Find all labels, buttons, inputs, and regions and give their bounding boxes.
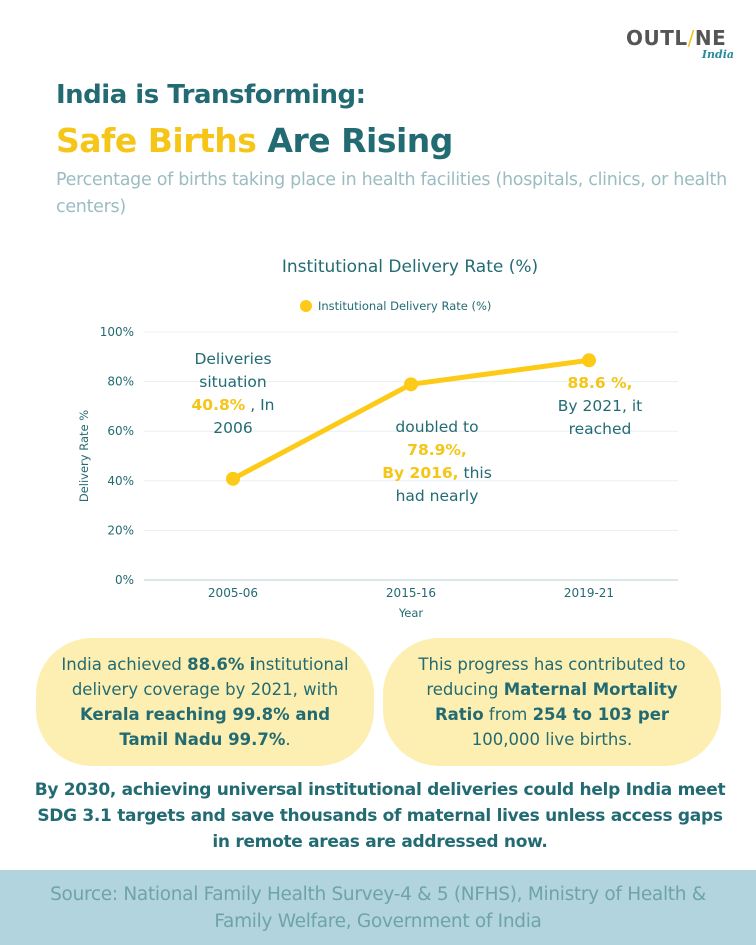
legend-marker [300, 300, 312, 312]
data-point[interactable] [404, 377, 418, 392]
y-tick-label: 100% [100, 325, 134, 339]
annotation-text: 2006 [213, 419, 253, 437]
fact-text: This progress has contributed to reducin… [418, 655, 686, 699]
fact-highlight: Kerala reaching 99.8% and Tamil Nadu 99.… [79, 705, 331, 749]
fact-text: . [285, 730, 291, 749]
fact-card-text: This progress has contributed to reducin… [401, 652, 703, 752]
annotation-value: 40.8% [191, 396, 246, 414]
x-tick-label: 2015-16 [386, 586, 436, 600]
y-tick-label: 20% [107, 523, 134, 537]
fact-text: nstitutional delivery coverage by 2021, … [71, 655, 349, 699]
annotation-text: By 2016, this [362, 462, 512, 485]
y-tick-label: 80% [107, 375, 134, 389]
y-axis-ticks: 0% 20% 40% 60% 80% 100% [100, 325, 134, 587]
annotation-2016: doubled to 78.9%, By 2016, this had near… [362, 416, 512, 508]
fact-card-text: India achieved 88.6% institutional deliv… [54, 652, 356, 752]
chart-legend[interactable]: Institutional Delivery Rate (%) [300, 299, 491, 313]
y-tick-label: 40% [107, 474, 134, 488]
x-axis-ticks: 2005-06 2015-16 2019-21 [208, 586, 614, 600]
page-subtitle: Percentage of births taking place in hea… [56, 170, 727, 217]
annotation-text: reached [568, 420, 632, 438]
closing-statement: By 2030, achieving universal institution… [34, 780, 726, 852]
fact-highlight: 254 to 103 per [532, 705, 670, 724]
series-line [226, 353, 596, 486]
fact-text: 100,000 live births. [471, 730, 633, 749]
title-highlight: Safe Births [56, 121, 257, 160]
fact-highlight: i [249, 655, 256, 674]
outline-india-logo: OUTL/NE India [626, 26, 736, 66]
page-title-line1: India is Transforming: [56, 80, 366, 110]
data-point[interactable] [582, 353, 596, 368]
logo-subtext: India [701, 48, 734, 61]
data-point[interactable] [226, 471, 240, 486]
fact-text: from [483, 705, 533, 724]
chart-title: Institutional Delivery Rate (%) [281, 257, 539, 277]
logo-slash: / [687, 26, 695, 50]
logo-wordmark: OUTL/NE [626, 26, 726, 50]
annotation-value: By 2016, [382, 464, 459, 482]
page-title-line2: Safe Births Are Rising [56, 121, 453, 160]
x-axis-label: Year [398, 606, 424, 620]
annotation-text: Deliveries [194, 350, 272, 368]
gridlines [144, 331, 678, 581]
annotation-text: had nearly [395, 487, 479, 505]
title-rest: Are Rising [256, 121, 453, 160]
legend-label: Institutional Delivery Rate (%) [318, 299, 492, 313]
fact-highlight: Maternal Mortality Ratio [434, 680, 678, 724]
logo-text-left: OUTL [626, 26, 688, 50]
annotation-text: 40.8% , In [160, 394, 306, 417]
fact-text: India achieved [61, 655, 188, 674]
source-footer: Source: National Family Health Survey-4 … [0, 870, 756, 945]
y-tick-label: 0% [115, 573, 134, 587]
y-axis-label: Delivery Rate % [77, 410, 91, 502]
source-text: Source: National Family Health Survey-4 … [50, 883, 706, 932]
line-chart: 0% 20% 40% 60% 80% 100% 2005-06 2015-16 2019-21… [77, 325, 678, 620]
fact-highlight: 88.6% [187, 655, 245, 674]
annotation-value: 78.9%, [407, 441, 467, 459]
annotation-text: situation [199, 373, 267, 391]
fact-card-mortality: This progress has contributed to reducin… [383, 638, 721, 766]
annotation-text: this [458, 464, 492, 482]
x-tick-label: 2005-06 [208, 586, 258, 600]
x-tick-label: 2019-21 [564, 586, 614, 600]
annotation-text: By 2021, it [557, 397, 643, 415]
logo-text-right: NE [694, 26, 727, 50]
y-tick-label: 60% [107, 424, 134, 438]
annotation-text: , In [245, 396, 275, 414]
annotation-value: 88.6 %, [567, 374, 633, 392]
fact-card-coverage: India achieved 88.6% institutional deliv… [36, 638, 374, 766]
annotation-text: doubled to [395, 418, 479, 436]
annotation-2021: 88.6 %, By 2021, it reached [530, 372, 670, 441]
annotation-2006: Deliveries situation 40.8% , In 2006 [160, 348, 306, 440]
